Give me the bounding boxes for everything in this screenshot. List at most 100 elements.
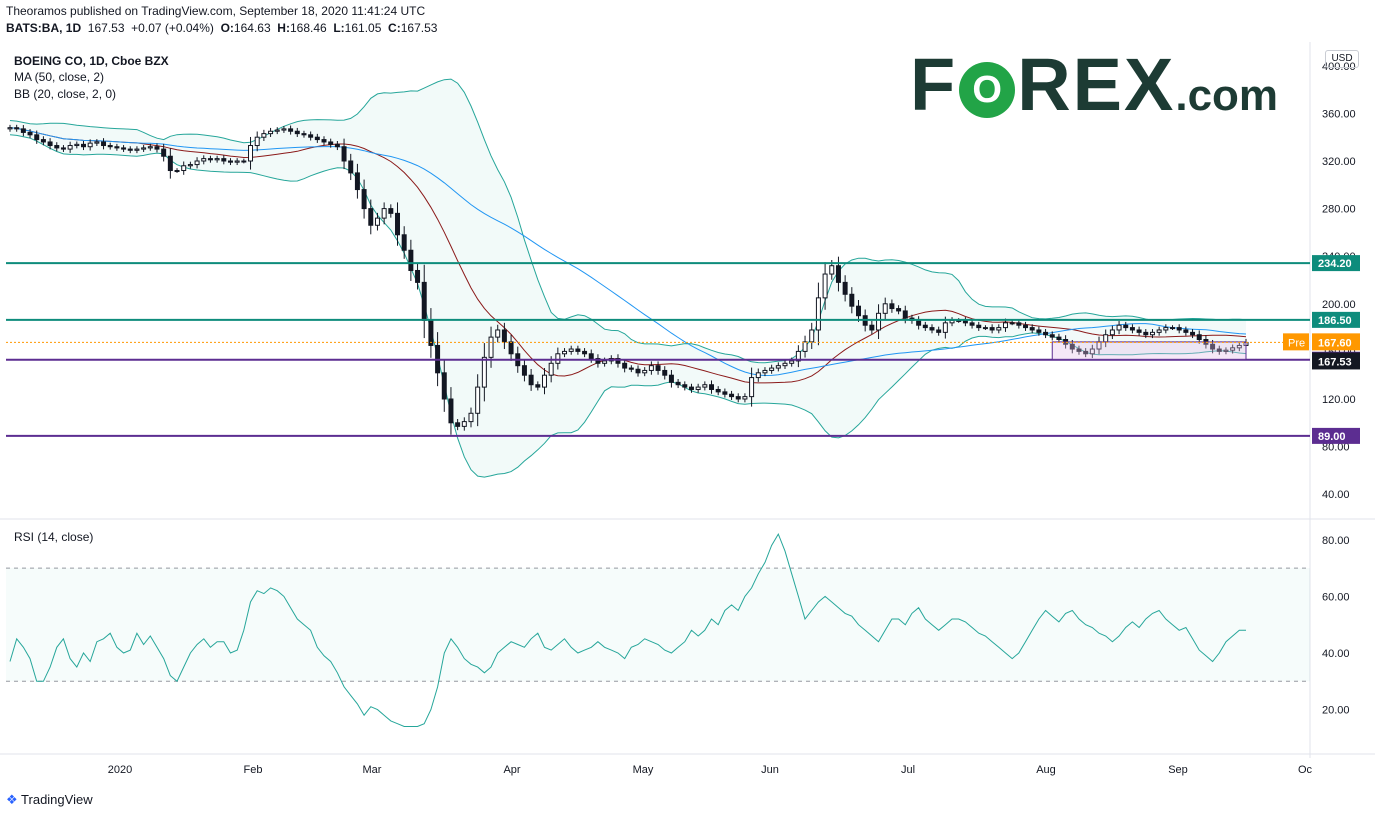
candle-body [622,362,628,369]
candle-body [294,130,300,135]
candle-body [501,329,507,343]
candle [481,343,487,402]
candle-body [521,365,527,376]
pre-label: Pre [1288,337,1305,349]
candle-body [1236,344,1242,349]
candle [889,299,895,313]
candle-body [582,350,588,355]
candle [248,136,254,170]
ohlc-legend: BATS:BA, 1D 167.53 +0.07 (+0.04%) O:164.… [6,21,438,35]
candle-body [602,360,608,364]
candle-body [1076,348,1082,352]
pre-value-badge [1312,333,1360,351]
candle [762,367,768,377]
candle [1023,321,1029,331]
consolidation-box [1051,341,1247,361]
rsi-tick-label: 60.00 [1322,591,1350,603]
candle [1143,329,1149,339]
candle [161,143,167,162]
candle [541,368,547,395]
rsi-tick-label: 80.00 [1322,535,1350,547]
candle [722,388,728,398]
level-label: 186.50 [1318,315,1352,327]
candle [361,179,367,219]
ma-indicator-label[interactable]: MA (50, close, 2) [14,70,105,84]
bb-indicator-label[interactable]: BB (20, close, 2, 0) [14,87,117,101]
chart-title[interactable]: BOEING CO, 1D, Cboe BZX [14,54,169,68]
candle-body [595,358,601,364]
candle-body [1089,348,1095,355]
candle-body [849,293,855,307]
candle-body [936,329,942,333]
candle [301,130,307,138]
tradingview-logo[interactable]: ❖ TradingView [6,792,93,807]
candle-body [1149,331,1155,336]
candle [582,348,588,358]
pre-badge [1283,333,1309,351]
candle-body [882,303,888,314]
candle [535,381,541,391]
candle [1089,344,1095,359]
candle [388,204,394,218]
candle [341,138,347,170]
candle-body [856,305,861,317]
currency-button[interactable]: USD [1325,50,1359,68]
candle-body [769,367,775,371]
candle [1029,324,1035,334]
candle-body [996,327,1002,331]
candle [7,124,13,132]
candle [74,141,80,149]
candle-body [922,324,928,329]
last-price: 167.53 [87,21,125,35]
candle-body [234,160,240,163]
candle [1176,324,1182,334]
candle-body [1043,331,1049,336]
candle [181,161,187,175]
candle [461,417,467,431]
candle-body [495,329,501,338]
y-tick-label: 40.00 [1322,489,1350,501]
candle-body [141,147,147,150]
candle-body [1216,348,1222,352]
candle-body [555,353,561,364]
candle [308,131,314,141]
y-tick-label: 200.00 [1322,299,1356,311]
candle-body [548,362,554,376]
candle [982,325,988,330]
rsi-indicator-label[interactable]: RSI (14, close) [14,530,94,544]
candle-body [254,136,260,147]
x-tick-label: Oc [1298,764,1313,776]
candle-body [541,374,547,388]
candle [795,345,801,368]
candle-body [876,312,882,331]
candle [167,148,173,179]
candle [54,142,60,152]
candle-body [562,350,568,355]
candle [334,141,340,151]
candle-body [7,127,13,130]
candle [802,335,808,358]
candle [101,138,107,150]
candle-body [274,129,280,132]
candle-body [1016,322,1022,326]
ma50-line [9,127,1247,377]
candle [147,143,153,151]
candle [695,383,701,393]
y-tick-label: 120.00 [1322,394,1356,406]
candle [595,354,601,368]
candle-body [94,141,100,144]
candle [735,393,741,403]
candle [1163,324,1169,334]
candle-body [268,130,274,135]
candle-body [655,365,661,371]
candle [876,304,882,340]
candle [1149,329,1155,339]
candle-body [1183,329,1189,333]
candle [254,131,260,152]
candle [702,381,708,391]
candle-body [729,393,735,398]
candle-body [201,158,207,162]
candle-body [802,341,808,352]
candle-body [60,147,66,150]
